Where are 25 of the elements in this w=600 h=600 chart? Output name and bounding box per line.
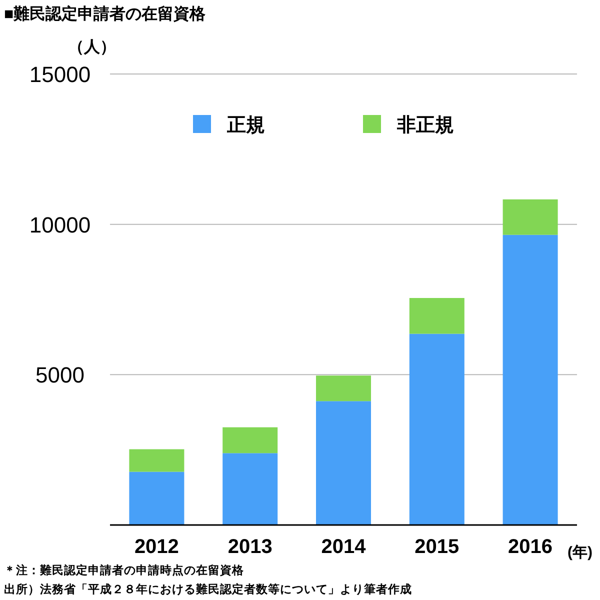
bar: [316, 401, 371, 525]
bar: [222, 453, 278, 525]
x-tick-label: 2012: [134, 536, 179, 558]
x-tick-label: 2013: [228, 536, 272, 558]
y-tick-label: 5000: [36, 362, 84, 388]
bar: [409, 298, 464, 334]
y-tick-label: 10000: [29, 212, 91, 238]
x-tick-label: 2016: [508, 536, 553, 558]
text: 出所）法務省「平成２８年における難民認定者数等について」より筆者作成: [4, 582, 412, 596]
x-tick-label: 2015: [414, 536, 460, 558]
bar: [409, 334, 464, 525]
bar: [129, 472, 184, 525]
text: ＊注：難民認定申請者の申請時点の在留資格: [4, 563, 245, 577]
bar: [129, 449, 184, 472]
y-tick-label: 15000: [29, 62, 91, 87]
bar: [502, 199, 558, 235]
bar: [502, 234, 558, 525]
bar: [222, 427, 278, 454]
y-axis-title: （人）: [68, 38, 116, 56]
x-tick-label: 2014: [321, 536, 367, 558]
x-axis-title: (年): [568, 544, 592, 561]
legend-label: 正規: [226, 115, 265, 136]
legend-label: 非正規: [396, 114, 454, 136]
chart-title: ■難民認定申請者の在留資格: [4, 5, 207, 23]
bar: [316, 376, 371, 402]
